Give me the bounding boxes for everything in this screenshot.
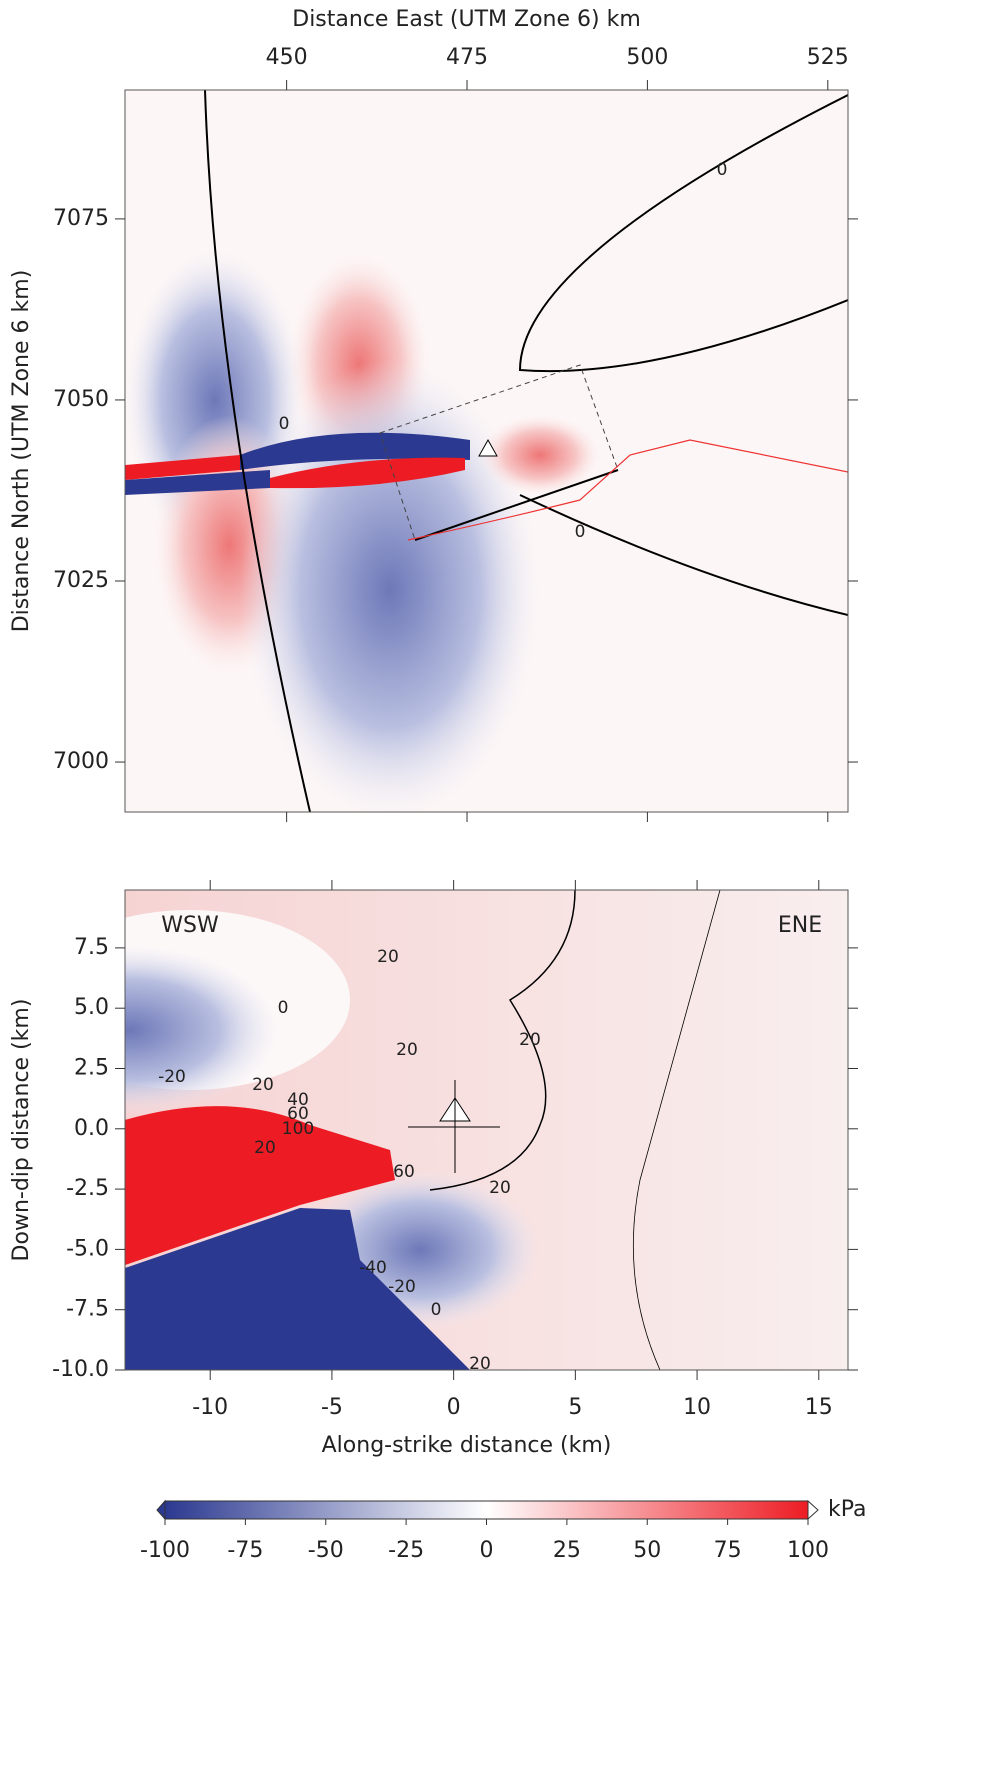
contour-label: 100 bbox=[282, 1119, 314, 1139]
colorbar-end bbox=[807, 1499, 819, 1521]
colorbar-tick-label: -50 bbox=[308, 1538, 344, 1563]
stress-field bbox=[125, 890, 848, 1370]
y-tick-label: 0.0 bbox=[74, 1116, 109, 1141]
x-tick-label: 10 bbox=[683, 1395, 711, 1420]
contour-label: 20 bbox=[469, 1354, 491, 1374]
colorbar-tick-label: 100 bbox=[787, 1538, 829, 1563]
x-tick-label: -5 bbox=[321, 1395, 343, 1420]
colorbar-unit: kPa bbox=[828, 1497, 867, 1522]
contour-label: -20 bbox=[388, 1277, 416, 1297]
x-axis-label: Along-strike distance (km) bbox=[322, 1433, 612, 1458]
y-tick-label: -10.0 bbox=[52, 1357, 109, 1382]
x-tick-label: 15 bbox=[805, 1395, 833, 1420]
y-axis-label: Down-dip distance (km) bbox=[9, 999, 34, 1262]
y-tick-label: -2.5 bbox=[66, 1176, 109, 1201]
x-tick-label: -10 bbox=[192, 1395, 228, 1420]
contour-label: 20 bbox=[489, 1178, 511, 1198]
x-tick-label: 450 bbox=[266, 45, 308, 70]
contour-label: 20 bbox=[519, 1030, 541, 1050]
colorbar bbox=[164, 1500, 809, 1520]
y-tick-label: -7.5 bbox=[66, 1297, 109, 1322]
contour-label: 0 bbox=[575, 522, 586, 542]
x-tick-label: 5 bbox=[568, 1395, 582, 1420]
x-axis-label: Distance East (UTM Zone 6) km bbox=[292, 7, 641, 32]
x-tick-label: 500 bbox=[626, 45, 668, 70]
colorbar-tick-label: -100 bbox=[140, 1538, 190, 1563]
contour-label: 20 bbox=[377, 947, 399, 967]
colorbar-tick-label: 0 bbox=[480, 1538, 494, 1563]
y-tick-label: -5.0 bbox=[66, 1236, 109, 1261]
contour-label: 0 bbox=[279, 414, 290, 434]
contour-label: -40 bbox=[359, 1258, 387, 1278]
x-tick-label: 475 bbox=[446, 45, 488, 70]
contour-label: 60 bbox=[287, 1104, 309, 1124]
x-tick-label: 525 bbox=[807, 45, 849, 70]
stress-field bbox=[125, 90, 848, 812]
direction-label: WSW bbox=[161, 913, 219, 938]
contour-label: 20 bbox=[252, 1075, 274, 1095]
y-tick-label: 7050 bbox=[53, 387, 109, 412]
contour-label: 40 bbox=[287, 1090, 309, 1110]
contour-label: 60 bbox=[393, 1162, 415, 1182]
y-axis-label: Distance North (UTM Zone 6 km) bbox=[9, 270, 34, 633]
direction-label: ENE bbox=[778, 913, 822, 938]
y-tick-label: 7.5 bbox=[74, 935, 109, 960]
contour-label: -20 bbox=[158, 1067, 186, 1087]
contour-label: 20 bbox=[396, 1040, 418, 1060]
contour-label: 0 bbox=[278, 998, 289, 1018]
y-tick-label: 7025 bbox=[53, 568, 109, 593]
y-tick-label: 7075 bbox=[53, 206, 109, 231]
y-tick-label: 7000 bbox=[53, 749, 109, 774]
colorbar-tick-label: 25 bbox=[553, 1538, 581, 1563]
y-tick-label: 2.5 bbox=[74, 1055, 109, 1080]
colorbar-end bbox=[156, 1499, 166, 1521]
colorbar-tick-label: -25 bbox=[388, 1538, 424, 1563]
colorbar-tick-label: -75 bbox=[227, 1538, 263, 1563]
colorbar-tick-label: 50 bbox=[633, 1538, 661, 1563]
contour-label: 0 bbox=[431, 1300, 442, 1320]
x-tick-label: 0 bbox=[447, 1395, 461, 1420]
plot-frame bbox=[124, 89, 849, 813]
contour-label: 0 bbox=[717, 160, 728, 180]
contour-label: 20 bbox=[254, 1138, 276, 1158]
colorbar-tick-label: 75 bbox=[714, 1538, 742, 1563]
plot-frame bbox=[124, 889, 849, 1371]
y-tick-label: 5.0 bbox=[74, 995, 109, 1020]
